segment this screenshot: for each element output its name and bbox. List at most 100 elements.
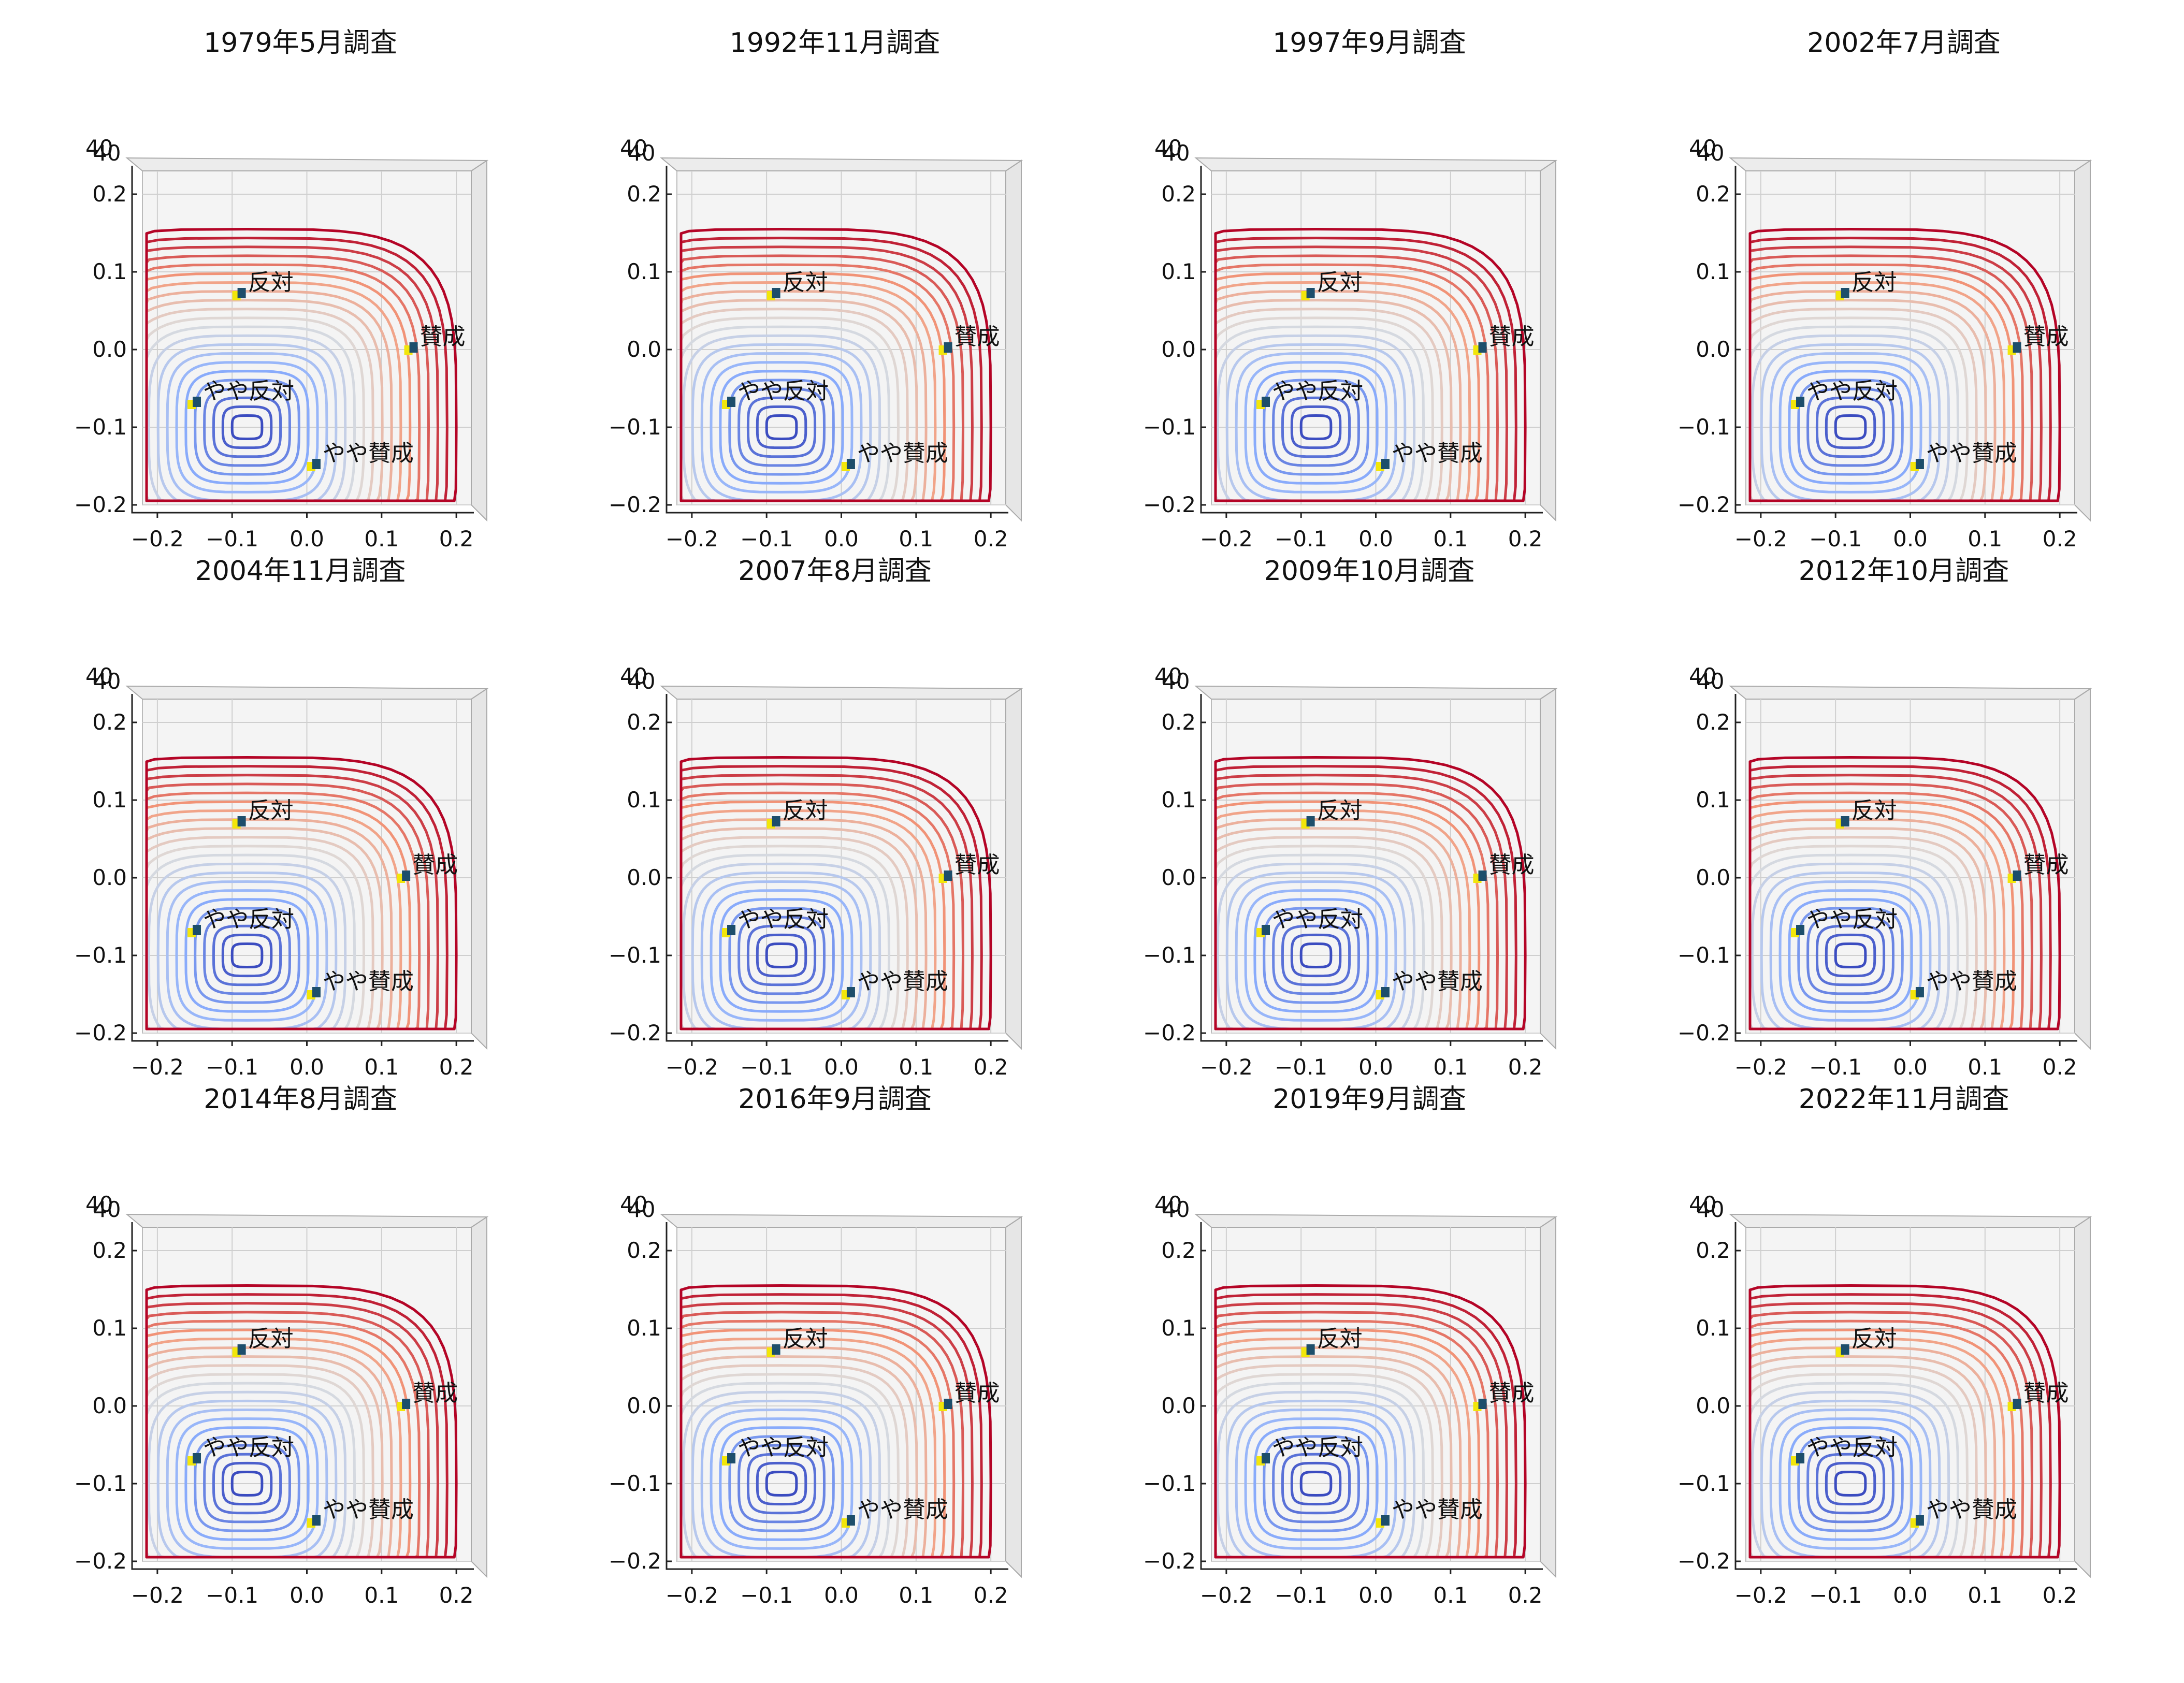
point-label: やや反対 bbox=[1272, 378, 1363, 404]
x-tick-label: −0.1 bbox=[1809, 526, 1862, 552]
x-tick-label: 0.0 bbox=[1893, 526, 1928, 552]
top-pane bbox=[1729, 685, 2092, 700]
contour-line bbox=[166, 1409, 328, 1559]
point-marker bbox=[1306, 288, 1315, 298]
point-marker bbox=[846, 459, 855, 469]
x-tick-label: 0.2 bbox=[2043, 1054, 2077, 1080]
x-tick-label: 0.1 bbox=[899, 1583, 933, 1608]
chart-panel: 2019年9月調査 −0.2 −0.1 0.0 0.1 0.2 −0.2 −0.1 0.0 0.1… bbox=[1069, 1077, 1602, 1608]
side-pane bbox=[471, 1216, 487, 1578]
point-label: やや賛成 bbox=[1926, 440, 2017, 467]
contour-line bbox=[765, 1471, 798, 1497]
y-tick-label: −0.2 bbox=[74, 1548, 127, 1574]
point-marker bbox=[1262, 1453, 1270, 1463]
point-label: やや賛成 bbox=[1392, 1497, 1483, 1523]
side-pane bbox=[1005, 1216, 1022, 1578]
side-pane bbox=[2074, 688, 2091, 1050]
contour-line bbox=[1815, 1453, 1886, 1515]
point-label: 賛成 bbox=[954, 852, 1000, 878]
point-marker bbox=[1306, 1344, 1315, 1355]
z-tick-label: 40 bbox=[628, 140, 655, 166]
point-marker bbox=[727, 397, 736, 407]
contour-line bbox=[230, 1471, 264, 1497]
side-pane bbox=[1540, 159, 1556, 522]
point-marker bbox=[1841, 1344, 1849, 1355]
point-marker bbox=[193, 397, 201, 407]
contour-line bbox=[1299, 1471, 1333, 1497]
contour-line bbox=[1235, 1409, 1397, 1559]
point-marker bbox=[409, 342, 418, 353]
chart-panel: 1997年9月調査 −0.2 −0.1 0.0 0.1 0.2 −0.2 −0.1 0.0 0.1… bbox=[1069, 21, 1602, 552]
contour-line bbox=[765, 414, 798, 440]
contour-line bbox=[1748, 228, 2061, 502]
contour-lines bbox=[1214, 756, 1527, 1031]
point-label: 反対 bbox=[783, 1326, 828, 1352]
axis-frame bbox=[1200, 1222, 1543, 1570]
chart-title: 2014年8月調査 bbox=[204, 1084, 397, 1115]
point-marker bbox=[1306, 816, 1315, 826]
axis-frame bbox=[131, 1222, 474, 1570]
x-tick-label: 0.0 bbox=[1893, 1583, 1928, 1608]
z-tick-label: 40 bbox=[93, 669, 121, 694]
y-tick-label: 0.0 bbox=[627, 1393, 661, 1418]
contour-line bbox=[1797, 1435, 1904, 1532]
axis-frame bbox=[666, 1222, 1008, 1570]
point-label: 賛成 bbox=[1489, 1380, 1535, 1406]
point-marker bbox=[312, 459, 321, 469]
contour-line bbox=[1825, 933, 1876, 978]
contour-line bbox=[756, 1461, 807, 1506]
axis-frame bbox=[1734, 166, 2077, 514]
y-tick-label: −0.2 bbox=[74, 1020, 127, 1046]
point-marker bbox=[193, 1453, 201, 1463]
contour-line bbox=[184, 898, 310, 1013]
y-tick-label: −0.2 bbox=[609, 492, 661, 517]
contour-line bbox=[1235, 880, 1397, 1031]
point-label: 反対 bbox=[248, 797, 294, 824]
z-tick-label: 40 bbox=[1697, 669, 1724, 694]
contour-line bbox=[746, 1453, 817, 1515]
contour-line bbox=[175, 1417, 319, 1550]
y-tick-label: 0.0 bbox=[1161, 337, 1196, 362]
point-label: 賛成 bbox=[954, 324, 1000, 350]
side-pane bbox=[2074, 159, 2091, 522]
contour-line bbox=[1235, 352, 1397, 502]
side-pane bbox=[1005, 688, 1022, 1050]
contour-lines bbox=[145, 228, 458, 502]
y-tick-label: −0.2 bbox=[74, 492, 127, 517]
point-marker bbox=[1841, 288, 1849, 298]
x-tick-label: −0.1 bbox=[1809, 1583, 1862, 1608]
chart-title: 1992年11月調査 bbox=[729, 27, 941, 59]
side-pane bbox=[1005, 159, 1022, 522]
contour-line bbox=[212, 1453, 282, 1515]
point-marker bbox=[944, 342, 952, 353]
y-tick-label: −0.2 bbox=[1677, 1548, 1730, 1574]
contour-line bbox=[1797, 907, 1904, 1004]
point-label: やや賛成 bbox=[1926, 968, 2017, 995]
chart-title: 2019年9月調査 bbox=[1272, 1084, 1466, 1115]
z-tick-label: 40 bbox=[620, 135, 647, 161]
x-tick-label: 0.2 bbox=[974, 1583, 1008, 1608]
point-label: 反対 bbox=[1317, 269, 1363, 296]
point-label: やや反対 bbox=[1272, 1434, 1363, 1461]
chart-panel: 2009年10月調査 −0.2 −0.1 0.0 0.1 0.2 −0.2 −0.1 0.0 0.… bbox=[1069, 549, 1602, 1080]
x-tick-label: −0.1 bbox=[206, 526, 258, 552]
point-marker bbox=[944, 1399, 952, 1409]
x-tick-label: 0.2 bbox=[974, 1054, 1008, 1080]
point-label: やや賛成 bbox=[1926, 1497, 2017, 1523]
z-tick-label: 40 bbox=[1689, 135, 1716, 161]
contour-line bbox=[700, 1409, 863, 1559]
x-tick-label: −0.2 bbox=[666, 526, 718, 552]
contour-line bbox=[1299, 414, 1333, 440]
x-tick-label: 0.0 bbox=[824, 1583, 859, 1608]
x-tick-label: 0.1 bbox=[364, 1583, 399, 1608]
contour-line bbox=[1778, 361, 1922, 494]
point-marker bbox=[402, 1399, 411, 1409]
y-tick-label: 0.1 bbox=[1696, 259, 1730, 284]
point-marker bbox=[727, 925, 736, 935]
contour-line bbox=[1788, 898, 1913, 1013]
chart-title: 2002年7月調査 bbox=[1807, 27, 2001, 59]
